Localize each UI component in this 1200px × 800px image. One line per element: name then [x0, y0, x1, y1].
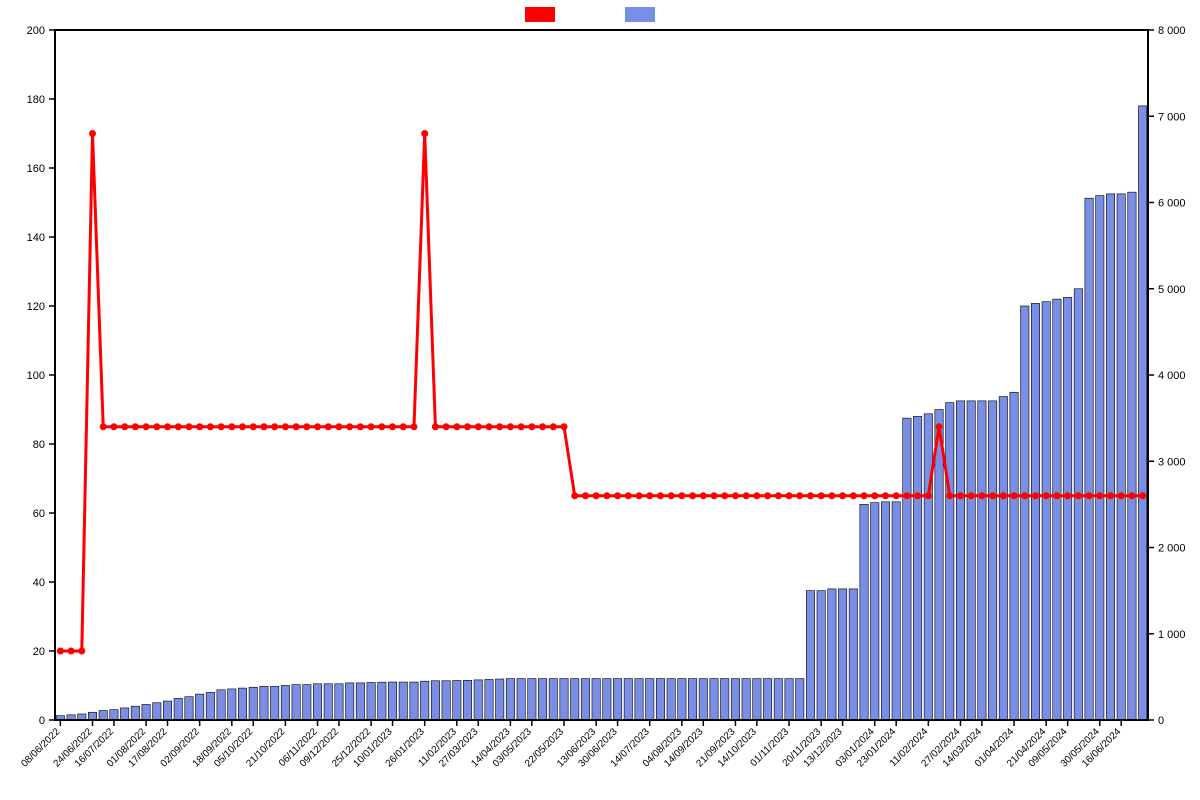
svg-text:20: 20 [33, 646, 45, 658]
svg-text:5 000: 5 000 [1158, 284, 1186, 296]
svg-text:60: 60 [33, 508, 45, 520]
svg-text:8 000: 8 000 [1158, 25, 1186, 37]
svg-text:80: 80 [33, 439, 45, 451]
svg-text:100: 100 [27, 370, 45, 382]
chart-container: 0 20 40 60 80 100 120 140 160 180 200 0 1 000 2 000 3 … [0, 0, 1200, 800]
svg-text:7 000: 7 000 [1158, 111, 1186, 123]
svg-text:2 000: 2 000 [1158, 543, 1186, 555]
svg-text:160: 160 [27, 163, 45, 175]
combo-chart: 0 20 40 60 80 100 120 140 160 180 200 0 1 000 2 000 3 … [0, 0, 1200, 800]
svg-text:0: 0 [39, 715, 45, 727]
svg-text:3 000: 3 000 [1158, 456, 1186, 468]
svg-text:200: 200 [27, 25, 45, 37]
svg-text:0: 0 [1158, 715, 1164, 727]
svg-text:6 000: 6 000 [1158, 198, 1186, 210]
svg-text:120: 120 [27, 301, 45, 313]
svg-text:140: 140 [27, 232, 45, 244]
svg-text:180: 180 [27, 94, 45, 106]
svg-text:4 000: 4 000 [1158, 370, 1186, 382]
svg-text:1 000: 1 000 [1158, 629, 1186, 641]
svg-text:40: 40 [33, 577, 45, 589]
